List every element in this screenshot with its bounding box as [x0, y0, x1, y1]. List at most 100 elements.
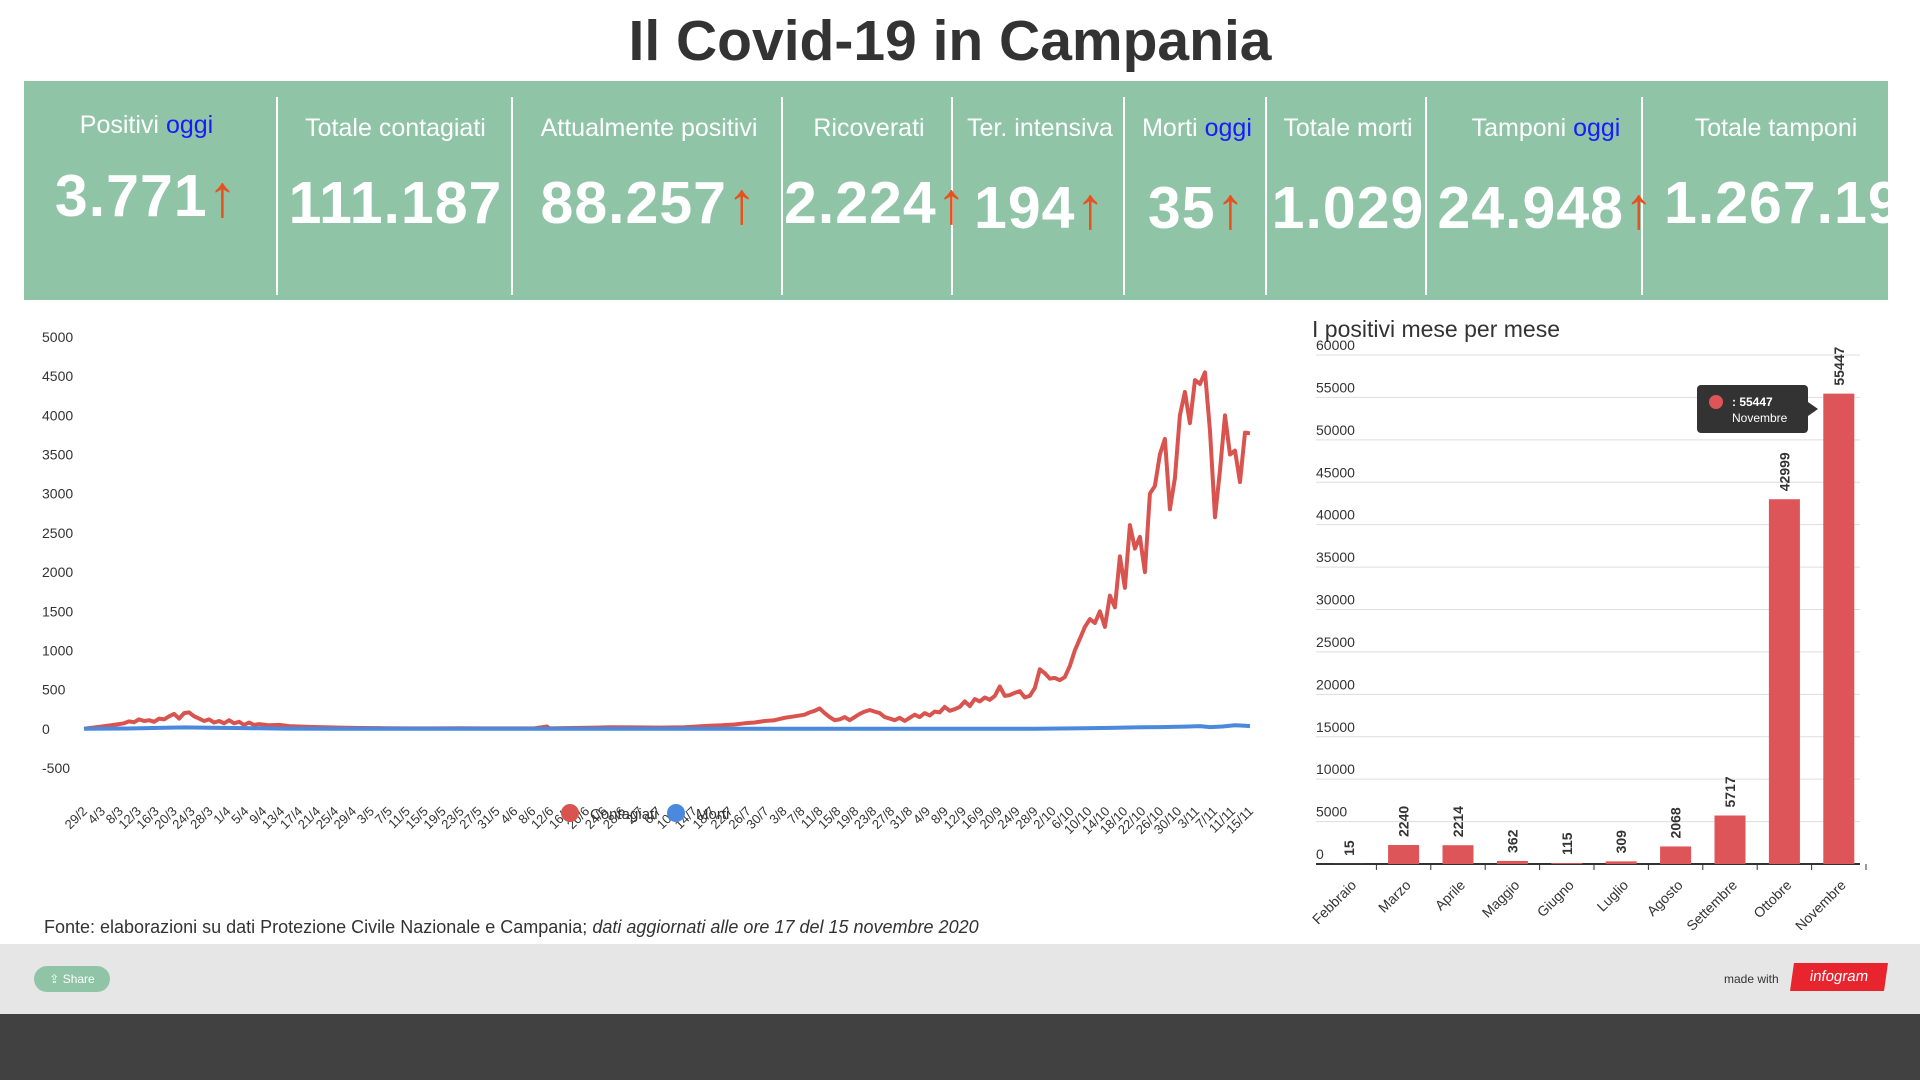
stat-label: Tamponi oggi [1428, 114, 1664, 143]
bar-value-label: 42999 [1776, 452, 1792, 491]
stat-label: Ricoverati [784, 114, 954, 143]
stat-card: Totale morti 1.029 [1268, 81, 1428, 300]
bar-maggio [1496, 860, 1528, 864]
bar-value-label: 15 [1341, 840, 1357, 856]
bar-aprile [1442, 845, 1474, 864]
y-tick-label: 4000 [42, 407, 73, 423]
series-line-morti [83, 723, 1251, 731]
stat-label-text: Morti [1142, 114, 1198, 142]
stat-value: 35↑ [1126, 174, 1268, 242]
bar-value-label: 5717 [1722, 776, 1738, 807]
stat-card: Positivi oggi 3.771↑ [24, 81, 269, 300]
stat-value: 1.267.192 [1664, 169, 1920, 237]
bar-giugno [1551, 863, 1583, 864]
bar-settembre [1714, 815, 1746, 864]
x-tick-label: Aprile [1431, 877, 1468, 914]
stat-label-text: Attualmente positivi [540, 114, 758, 142]
x-tick-label: Marzo [1375, 877, 1414, 916]
x-tick-label: Ottobre [1750, 877, 1794, 921]
bar-marzo [1388, 844, 1420, 864]
infogram-logo-link[interactable]: infogram [1790, 963, 1888, 991]
y-tick-label: 0 [42, 721, 50, 737]
stat-label: Totale morti [1268, 114, 1428, 143]
tooltip-value: : 55447 [1732, 395, 1773, 409]
stat-value-number: 3.771 [54, 163, 208, 229]
stat-divider [511, 97, 513, 295]
bar-chart-title: I positivi mese per mese [1312, 316, 1560, 342]
made-with-label: made with [1724, 972, 1779, 986]
x-tick-label: Novembre [1792, 877, 1849, 930]
stat-divider [951, 97, 953, 295]
bar-novembre [1823, 393, 1855, 864]
bar-luglio [1605, 861, 1637, 864]
stat-value-number: 1.267.192 [1664, 170, 1920, 236]
tooltip-box [1697, 385, 1808, 433]
series-line-contagiati [83, 370, 1251, 731]
update-text: dati aggiornati alle ore 17 del 15 novem… [592, 917, 979, 937]
y-tick-label: -500 [42, 760, 70, 776]
legend-marker-morti [667, 804, 685, 822]
y-tick-label: 3000 [42, 486, 73, 502]
stat-card: Attualmente positivi 88.257↑ [514, 81, 784, 300]
stat-divider [781, 97, 783, 295]
stat-label-text: Ricoverati [813, 114, 925, 142]
bar-value-label: 2068 [1668, 807, 1684, 838]
stat-label-text: Positivi [79, 111, 159, 139]
up-arrow-icon: ↑ [207, 163, 239, 229]
y-tick-label: 45000 [1316, 464, 1355, 480]
stat-label-highlight: oggi [165, 111, 214, 139]
bottom-dark-band [0, 1014, 1920, 1080]
stat-divider [276, 97, 278, 295]
stat-value: 88.257↑ [514, 169, 784, 237]
stat-label: Totale contagiati [278, 114, 513, 143]
x-tick-label: Maggio [1479, 877, 1523, 921]
y-tick-label: 5000 [42, 329, 73, 345]
y-tick-label: 35000 [1316, 549, 1355, 565]
stat-value-number: 194 [974, 175, 1076, 241]
bar-ottobre [1768, 499, 1800, 864]
stat-divider [1641, 97, 1643, 295]
daily-cases-line-chart: 5000450040003500300025002000150010005000… [42, 329, 1256, 837]
stat-value: 24.948↑ [1428, 174, 1664, 242]
stat-card: Ricoverati 2.224↑ [784, 81, 966, 300]
bar-value-label: 362 [1504, 829, 1520, 853]
x-tick-label: Settembre [1683, 877, 1740, 930]
bar-value-label: 2214 [1450, 806, 1466, 837]
y-tick-label: 1500 [42, 603, 73, 619]
y-tick-label: 5000 [1316, 804, 1347, 820]
stat-label-highlight: oggi [1573, 114, 1621, 142]
y-tick-label: 10000 [1316, 761, 1355, 777]
y-tick-label: 1000 [42, 642, 73, 658]
stat-label-text: Tamponi [1471, 114, 1567, 142]
share-icon: ⇪ [49, 972, 60, 986]
stat-card: Morti oggi 35↑ [1126, 81, 1268, 300]
share-button[interactable]: ⇪ Share [34, 966, 110, 992]
stat-label-text: Totale morti [1283, 114, 1413, 142]
stat-label: Positivi oggi [24, 111, 269, 140]
up-arrow-icon: ↑ [936, 170, 968, 236]
up-arrow-icon: ↑ [726, 170, 758, 236]
y-tick-label: 2000 [42, 564, 73, 580]
x-tick-label: Giugno [1534, 877, 1577, 920]
stat-divider [1123, 97, 1125, 295]
tooltip-category: Novembre [1732, 411, 1788, 425]
stat-divider [1425, 97, 1427, 295]
y-tick-label: 30000 [1316, 592, 1355, 608]
tooltip-pointer [1808, 402, 1818, 416]
stat-divider [1265, 97, 1267, 295]
legend-marker-contagiati [561, 804, 579, 822]
y-tick-label: 25000 [1316, 634, 1355, 650]
y-tick-label: 60000 [1316, 337, 1355, 353]
bar-value-label: 115 [1559, 832, 1575, 855]
stat-value-number: 2.224 [784, 170, 937, 236]
up-arrow-icon: ↑ [1623, 175, 1655, 241]
y-tick-label: 500 [42, 682, 66, 698]
stat-label: Ter. intensiva [954, 114, 1126, 143]
stat-label: Totale tamponi [1664, 114, 1888, 143]
bar-value-label: 2240 [1396, 806, 1412, 837]
y-tick-label: 0 [1316, 846, 1324, 862]
y-tick-label: 4500 [42, 368, 73, 384]
stat-label-text: Totale tamponi [1694, 114, 1858, 142]
bar-value-label: 309 [1613, 830, 1629, 854]
y-tick-label: 40000 [1316, 507, 1355, 523]
